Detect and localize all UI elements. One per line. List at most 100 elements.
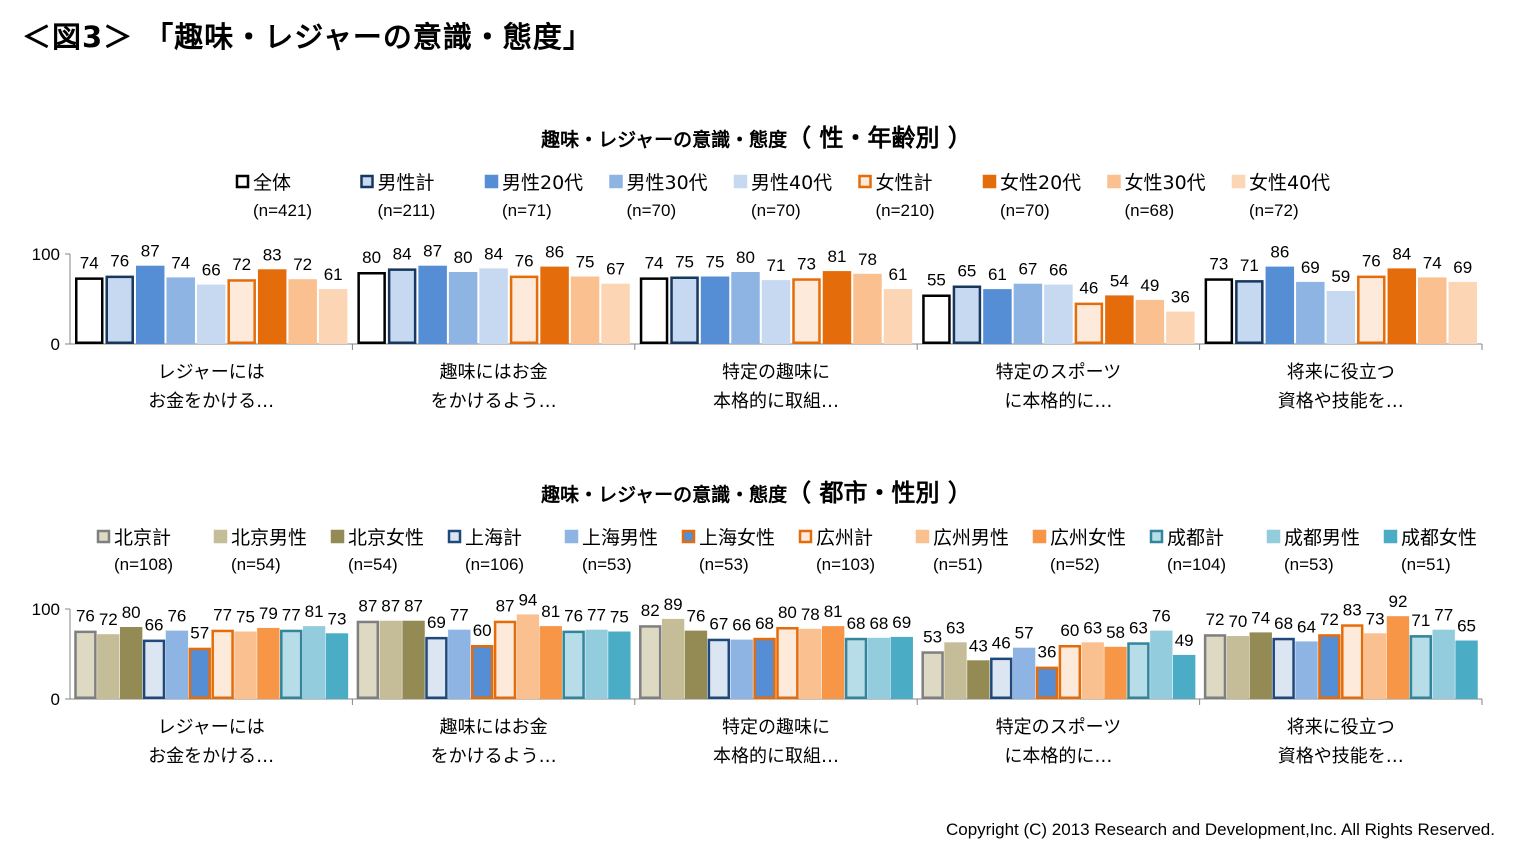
- bar: [516, 614, 540, 699]
- legend-sample-size: (n=104): [1167, 555, 1226, 574]
- category-group: 80 84 87 80 84 76 86 75 67: [357, 242, 630, 344]
- data-label: 58: [1106, 623, 1125, 642]
- bar: [585, 629, 608, 699]
- bar: [356, 620, 380, 699]
- data-label: 54: [1110, 271, 1129, 290]
- legend-sample-size: (n=70): [751, 201, 801, 220]
- bar: [188, 647, 211, 699]
- data-label: 87: [496, 597, 515, 616]
- legend-sample-size: (n=53): [1284, 555, 1334, 574]
- data-label: 69: [892, 613, 911, 632]
- data-label: 92: [1389, 592, 1408, 611]
- data-label: 57: [1015, 624, 1034, 643]
- data-label: 66: [145, 616, 164, 635]
- legend-sample-size: (n=210): [876, 201, 935, 220]
- bar: [730, 639, 753, 699]
- data-label: 80: [736, 248, 755, 267]
- bar: [257, 627, 280, 699]
- data-label: 63: [946, 618, 965, 637]
- bar: [379, 620, 402, 699]
- data-label: 49: [1140, 276, 1159, 295]
- data-label: 71: [1411, 611, 1430, 630]
- bar: [639, 277, 669, 344]
- legend-item: 北京計 (n=108): [96, 527, 173, 574]
- bar-chart-gender-age: 全体 (n=421) 男性計 (n=211) 男性20代 (n=71) 男性30代 (n=70…: [32, 172, 1483, 412]
- data-label: 76: [1362, 252, 1381, 271]
- bar: [1226, 636, 1250, 699]
- bar: [952, 285, 982, 344]
- x-category-label: 趣味にはお金: [440, 362, 548, 383]
- legend-sample-size: (n=51): [933, 555, 983, 574]
- data-label: 86: [545, 243, 564, 262]
- data-label: 66: [732, 616, 751, 635]
- y-tick-label: 0: [51, 690, 60, 709]
- bar: [97, 634, 120, 699]
- legend-sample-size: (n=211): [378, 201, 436, 220]
- bar: [1166, 311, 1195, 344]
- legend-swatch: [330, 529, 345, 544]
- data-label: 46: [1079, 279, 1098, 298]
- data-label: 61: [324, 265, 343, 284]
- bar: [761, 280, 791, 344]
- bar: [684, 630, 708, 699]
- data-label: 87: [423, 242, 442, 261]
- bar: [1135, 299, 1165, 344]
- legend-item: 上海女性 (n=53): [681, 527, 775, 574]
- bar: [318, 289, 348, 344]
- bar: [1386, 616, 1410, 699]
- legend-label: 女性40代: [1249, 172, 1330, 194]
- bar: [799, 628, 822, 699]
- legend-label: 広州計: [816, 527, 873, 549]
- data-label: 73: [1366, 609, 1385, 628]
- data-label: 67: [606, 260, 625, 279]
- data-label: 72: [293, 255, 312, 274]
- x-category-label: 趣味にはお金: [440, 717, 548, 738]
- bar: [1249, 632, 1272, 699]
- bar: [211, 629, 234, 699]
- bar: [1104, 646, 1127, 699]
- bar: [608, 631, 631, 699]
- legend-swatch: [858, 174, 872, 189]
- data-label: 81: [824, 602, 843, 621]
- data-label: 77: [282, 606, 301, 625]
- data-label: 68: [847, 614, 866, 633]
- bar: [539, 626, 562, 699]
- legend-sample-size: (n=103): [816, 555, 875, 574]
- bar: [1203, 634, 1227, 699]
- bar: [853, 273, 882, 344]
- legend-label: 成都女性: [1401, 527, 1477, 549]
- data-label: 68: [1274, 614, 1293, 633]
- x-category-label: 将来に役立つ: [1287, 362, 1395, 383]
- data-label: 74: [1251, 608, 1270, 627]
- data-label: 80: [122, 603, 141, 622]
- bar: [1409, 635, 1433, 699]
- bar: [1235, 280, 1264, 344]
- data-label: 60: [473, 621, 492, 640]
- y-tick-label: 100: [32, 600, 60, 619]
- legend-swatch: [609, 174, 623, 189]
- data-label: 81: [305, 602, 324, 621]
- legend-item: 成都計 (n=104): [1149, 527, 1226, 574]
- legend-swatch: [96, 529, 111, 544]
- data-label: 74: [171, 253, 190, 272]
- x-category-label: レジャーには: [158, 717, 265, 738]
- bar: [1081, 642, 1104, 699]
- data-label: 46: [992, 634, 1011, 653]
- legend-swatch: [915, 529, 930, 544]
- data-label: 89: [664, 595, 683, 614]
- data-label: 70: [1228, 612, 1247, 631]
- bar: [1387, 268, 1417, 344]
- legend-swatch: [484, 174, 499, 189]
- bar: [288, 279, 317, 344]
- bar: [867, 637, 891, 699]
- legend-label: 北京女性: [348, 527, 424, 549]
- bar: [1341, 624, 1364, 699]
- legend-swatch: [1231, 174, 1246, 189]
- bar: [967, 660, 990, 699]
- data-label: 72: [1206, 610, 1225, 629]
- legend-item: 成都女性 (n=51): [1383, 527, 1477, 574]
- data-label: 57: [190, 624, 209, 643]
- data-label: 66: [1049, 261, 1068, 280]
- data-label: 68: [755, 614, 774, 633]
